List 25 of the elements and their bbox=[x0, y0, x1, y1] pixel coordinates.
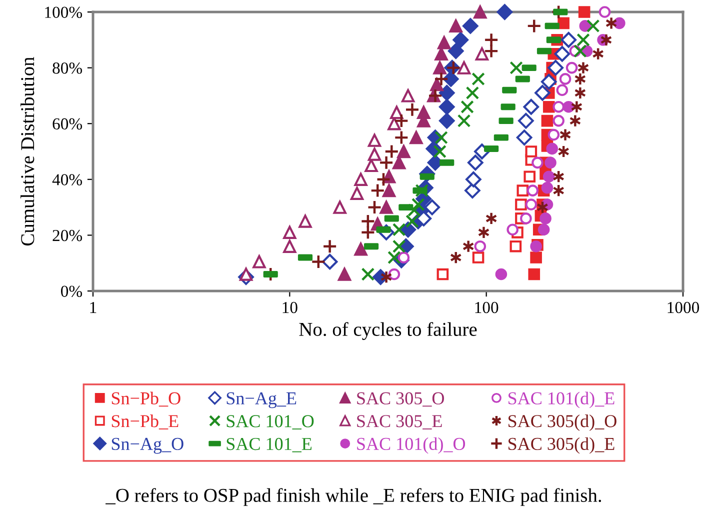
legend-label: Sn−Ag_O bbox=[112, 438, 184, 454]
x-axis-title: No. of cycles to failure bbox=[299, 322, 477, 340]
y-tick-label: 80% bbox=[52, 62, 82, 74]
legend-label: Sn−Ag_E bbox=[226, 392, 296, 408]
y-axis-title: Cumulative Distribution bbox=[20, 57, 34, 246]
x-tick-label: 1 bbox=[90, 302, 96, 313]
x-tick-label: 1000 bbox=[668, 302, 700, 314]
legend-label: SAC 101_O bbox=[226, 415, 314, 430]
legend-label: SAC 101(d)_O bbox=[357, 437, 466, 454]
y-tick-label: 0% bbox=[61, 286, 82, 297]
y-tick-label: 100% bbox=[45, 6, 82, 18]
y-tick-label: 40% bbox=[52, 174, 82, 186]
legend-label: SAC 305(d)_O bbox=[508, 414, 616, 431]
x-tick-label: 10 bbox=[282, 302, 298, 314]
legend-label: SAC 305(d)_E bbox=[508, 437, 614, 454]
legend-label: SAC 101(d)_E bbox=[508, 392, 614, 408]
x-tick-label: 100 bbox=[475, 302, 498, 314]
legend-label: Sn−Pb_O bbox=[112, 392, 180, 407]
y-tick-label: 20% bbox=[52, 230, 82, 242]
legend-label: SAC 101_E bbox=[226, 438, 312, 452]
y-tick-label: 60% bbox=[52, 118, 82, 130]
legend-label: SAC 305_O bbox=[357, 392, 444, 407]
legend-label: Sn−Pb_E bbox=[112, 414, 178, 430]
text: _O refers to OSP pad finish while _E refers to ENIG pad finish. bbox=[106, 488, 602, 506]
legend-label: SAC 305_E bbox=[357, 415, 442, 430]
